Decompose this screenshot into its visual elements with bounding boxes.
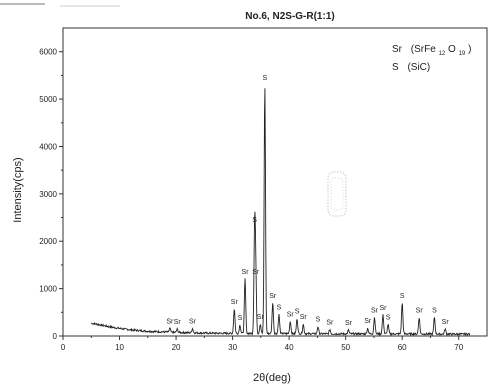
peak-label: S bbox=[262, 75, 267, 82]
peak-label: S bbox=[238, 315, 243, 322]
x-tick-label: 60 bbox=[398, 343, 407, 352]
peak-label: Sr bbox=[364, 318, 372, 325]
axis-ticks: 0 10 20 30 40 50 60 70 0 1000 2000 3000 4000 5000 6000 bbox=[39, 48, 464, 352]
y-tick-label: 1000 bbox=[39, 285, 57, 294]
chart-title: No.6, N2S-G-R(1:1) bbox=[245, 11, 334, 22]
y-tick-label: 3000 bbox=[39, 190, 57, 199]
x-axis-label: 2θ(deg) bbox=[253, 372, 291, 384]
peak-label: Sr bbox=[442, 319, 450, 326]
pattern-line bbox=[91, 88, 471, 337]
peak-label: S bbox=[400, 293, 405, 300]
peak-label: Sr bbox=[252, 269, 260, 276]
peak-label: S bbox=[432, 307, 437, 314]
peak-label: Sr bbox=[416, 307, 424, 314]
peak-label: S bbox=[316, 317, 321, 324]
x-tick-label: 0 bbox=[61, 343, 66, 352]
legend-phase: (SrFe bbox=[411, 44, 436, 55]
peak-label: Sr bbox=[242, 269, 250, 276]
peak-label: Sr bbox=[345, 320, 353, 327]
peak-label: Sr bbox=[287, 311, 295, 318]
peak-label: Sr bbox=[189, 319, 197, 326]
x-tick-label: 70 bbox=[454, 343, 463, 352]
y-tick-label: 0 bbox=[53, 332, 58, 341]
peak-label: S bbox=[252, 217, 257, 224]
xrd-pattern bbox=[91, 88, 471, 337]
x-tick-label: 30 bbox=[228, 343, 237, 352]
y-tick-label: 2000 bbox=[39, 237, 57, 246]
x-tick-label: 20 bbox=[172, 343, 181, 352]
legend-subscript: 19 bbox=[459, 51, 466, 57]
peak-label: Sr bbox=[231, 299, 239, 306]
legend-symbol: S bbox=[392, 62, 399, 73]
plot-frame bbox=[62, 27, 488, 337]
y-tick-label: 6000 bbox=[39, 48, 57, 57]
peak-label: Sr bbox=[300, 314, 308, 321]
y-axis-label: Intensity(cps) bbox=[12, 157, 24, 222]
y-tick-label: 4000 bbox=[39, 142, 57, 151]
peak-label: Sr bbox=[174, 319, 182, 326]
peak-label: S bbox=[277, 305, 282, 312]
peak-label: S bbox=[295, 309, 300, 316]
peak-label: Sr bbox=[326, 320, 334, 327]
legend-phase-mid: O bbox=[448, 44, 456, 55]
scan-smudge bbox=[327, 171, 347, 217]
x-tick-label: 10 bbox=[115, 343, 124, 352]
legend: Sr (SrFe 12 O 19 ) S (SiC) bbox=[392, 44, 471, 73]
peak-label: Sr bbox=[371, 307, 379, 314]
y-tick-label: 5000 bbox=[39, 95, 57, 104]
x-tick-label: 50 bbox=[341, 343, 350, 352]
peak-label: Sr bbox=[166, 318, 174, 325]
legend-entry-s: S (SiC) bbox=[392, 62, 430, 73]
x-tick-label: 40 bbox=[285, 343, 294, 352]
legend-phase-end: ) bbox=[468, 44, 471, 55]
peak-label: S bbox=[386, 314, 391, 321]
peak-label: Sr bbox=[269, 293, 277, 300]
legend-entry-sr: Sr (SrFe 12 O 19 ) bbox=[392, 44, 471, 58]
legend-phase: (SiC) bbox=[407, 62, 430, 73]
legend-subscript: 12 bbox=[439, 51, 446, 57]
peak-label: Sr bbox=[379, 305, 387, 312]
legend-symbol: Sr bbox=[392, 44, 403, 55]
peak-label: Sr bbox=[257, 314, 265, 321]
